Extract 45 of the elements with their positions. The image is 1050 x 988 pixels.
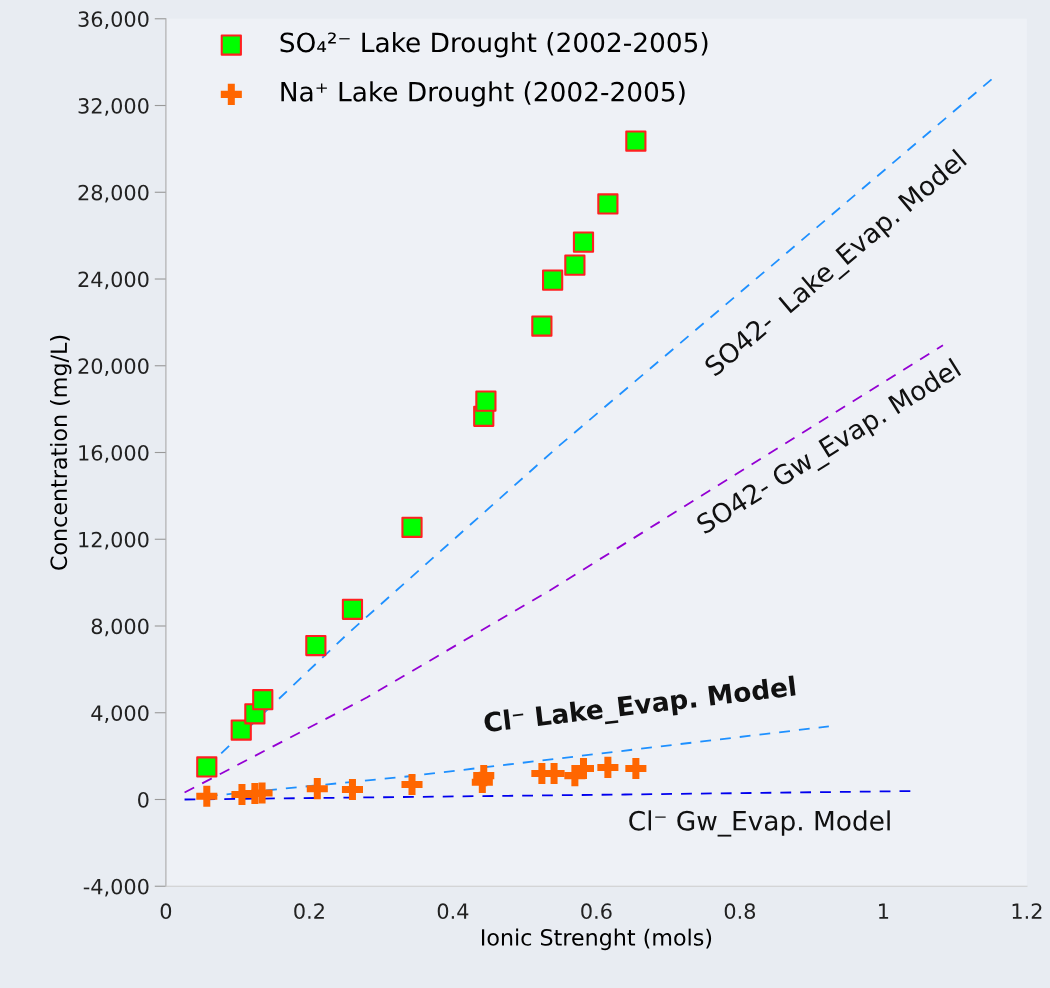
y-tick-label: 16,000 — [79, 444, 149, 463]
point — [401, 773, 423, 796]
point — [597, 756, 619, 778]
y-tick-label: -4,000 — [83, 878, 149, 897]
point — [196, 756, 218, 778]
y-tick-label: 8,000 — [91, 618, 149, 637]
y-tick-label: 28,000 — [78, 184, 149, 203]
point — [531, 315, 553, 337]
series-label: Cl⁻ Gw_Evap. Model — [629, 810, 890, 837]
text: Cl⁻ Lake_Evap. Model — [483, 675, 797, 739]
y-tick-label: 12,000 — [79, 531, 149, 550]
point — [564, 254, 586, 276]
x-axis-title: Ionic Strenght (mols) — [481, 928, 712, 951]
point — [475, 390, 497, 412]
x-tick-label: 0.8 — [724, 903, 756, 920]
x-tick-label: 0.6 — [581, 903, 612, 920]
y-tick-label: 36,000 — [78, 11, 149, 30]
point — [252, 689, 274, 711]
y-axis-title: Concentration (mg/L) — [49, 335, 72, 570]
y-tick-label: 24,000 — [78, 271, 149, 290]
point — [196, 785, 218, 807]
y-tick-label: 4,000 — [91, 705, 149, 724]
point — [597, 193, 619, 215]
x-tick-label: 0 — [160, 903, 172, 920]
point — [305, 634, 327, 657]
x-tick-label: 0.4 — [437, 903, 469, 920]
point — [625, 757, 647, 780]
point — [625, 130, 647, 152]
point — [341, 598, 364, 620]
point — [572, 231, 595, 253]
x-tick-label: 1 — [879, 903, 889, 919]
y-tick-label: 0 — [138, 791, 149, 808]
point — [230, 719, 252, 741]
point — [341, 778, 363, 801]
y-tick-label: 20,000 — [78, 358, 149, 377]
legend-label: SO₄²⁻ Lake Drought (2002-2005) — [280, 31, 708, 58]
y-tick-label: 32,000 — [78, 97, 149, 116]
legend-label: Na⁺ Lake Drought (2002-2005) — [281, 81, 685, 107]
point — [473, 765, 495, 787]
point — [251, 782, 273, 804]
point — [542, 269, 564, 291]
x-tick-label: 1.2 — [1012, 903, 1042, 919]
point — [401, 516, 423, 538]
x-tick-label: 0.2 — [294, 903, 324, 920]
point — [306, 778, 328, 800]
